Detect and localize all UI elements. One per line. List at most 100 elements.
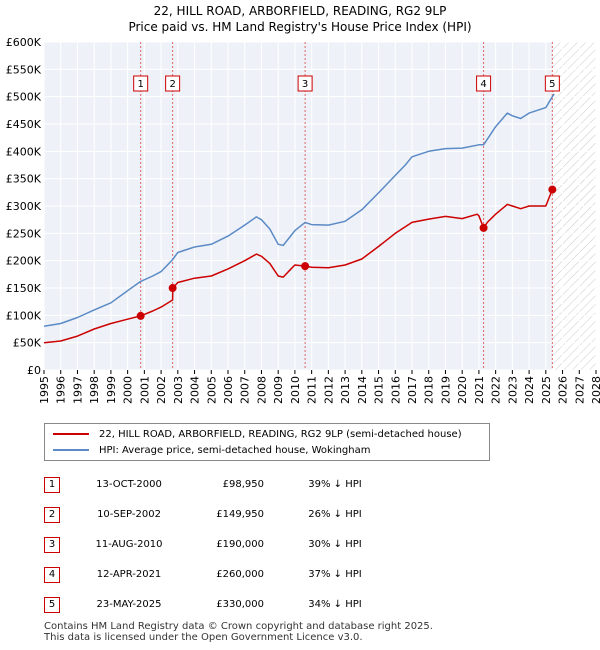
x-tick-label: 2006 <box>222 376 235 404</box>
x-tick-label: 2021 <box>473 376 486 404</box>
legend-item-hpi: HPI: Average price, semi-detached house,… <box>53 443 370 459</box>
sale-number-badge: 4 <box>44 567 60 583</box>
x-tick-label: 2004 <box>189 376 202 404</box>
x-tick-label: 2016 <box>389 376 402 404</box>
sale-price: £330,000 <box>216 599 264 610</box>
sale-label-box-5 <box>544 75 560 92</box>
x-tick-label: 2013 <box>339 376 352 404</box>
y-tick-label: £200K <box>6 255 42 268</box>
y-tick-label: £100K <box>6 309 42 322</box>
sale-hpi-diff: 34% ↓ HPI <box>308 599 362 610</box>
table-row: 2 10-SEP-2002 £149,950 26% ↓ HPI <box>44 507 464 523</box>
sale-point-5 <box>548 185 557 194</box>
x-tick-label: 2015 <box>373 376 386 404</box>
sale-price: £149,950 <box>216 509 264 520</box>
table-row: 3 11-AUG-2010 £190,000 30% ↓ HPI <box>44 537 464 553</box>
sale-hpi-diff: 39% ↓ HPI <box>308 479 362 490</box>
x-tick-label: 1997 <box>71 376 84 404</box>
sale-date: 23-MAY-2025 <box>96 599 162 610</box>
x-tick-label: 2027 <box>573 376 586 404</box>
legend-label-property: 22, HILL ROAD, ARBORFIELD, READING, RG2 … <box>99 429 462 440</box>
x-tick-label: 2008 <box>255 376 268 404</box>
x-tick-label: 1996 <box>55 376 68 404</box>
sale-label-box-4 <box>476 75 492 92</box>
sale-label-1: 1 <box>137 79 143 90</box>
y-tick-label: £250K <box>6 227 42 240</box>
sale-point-4 <box>479 223 488 232</box>
sale-hpi-diff: 30% ↓ HPI <box>308 539 362 550</box>
x-tick-label: 2009 <box>272 376 285 404</box>
x-tick-label: 2023 <box>506 376 519 404</box>
x-tick-label: 2003 <box>172 376 185 404</box>
sale-label-2: 2 <box>169 79 175 90</box>
x-tick-label: 2026 <box>557 376 570 404</box>
sale-hpi-diff: 26% ↓ HPI <box>308 509 362 520</box>
x-tick-label: 2002 <box>155 376 168 404</box>
legend-swatch-property <box>53 433 89 435</box>
chart-subtitle: Price paid vs. HM Land Registry's House … <box>128 20 471 34</box>
table-row: 1 13-OCT-2000 £98,950 39% ↓ HPI <box>44 477 464 493</box>
sale-number-badge: 2 <box>44 507 60 523</box>
footer-licence: This data is licensed under the Open Gov… <box>44 632 363 643</box>
x-tick-label: 2005 <box>205 376 218 404</box>
x-tick-label: 2025 <box>540 376 553 404</box>
y-tick-label: £600K <box>6 36 42 49</box>
sale-number-badge: 3 <box>44 537 60 553</box>
y-tick-label: £50K <box>13 337 42 350</box>
x-tick-label: 2022 <box>490 376 503 404</box>
x-tick-label: 2011 <box>306 376 319 404</box>
x-tick-label: 2028 <box>590 376 600 404</box>
sale-point-3 <box>301 262 310 271</box>
y-tick-label: £500K <box>6 91 42 104</box>
sale-date: 11-AUG-2010 <box>95 539 163 550</box>
sale-label-box-3 <box>297 75 313 92</box>
table-row: 4 12-APR-2021 £260,000 37% ↓ HPI <box>44 567 464 583</box>
table-row: 5 23-MAY-2025 £330,000 34% ↓ HPI <box>44 597 464 613</box>
sale-label-3: 3 <box>302 79 308 90</box>
sale-label-box-2 <box>165 75 181 92</box>
sale-date: 13-OCT-2000 <box>96 479 162 490</box>
chart-title: 22, HILL ROAD, ARBORFIELD, READING, RG2 … <box>154 4 447 18</box>
x-tick-label: 2014 <box>356 376 369 404</box>
y-tick-label: £150K <box>6 282 42 295</box>
sale-number-badge: 1 <box>44 477 60 493</box>
sale-label-4: 4 <box>480 79 486 90</box>
y-tick-label: £450K <box>6 118 42 131</box>
y-tick-label: £350K <box>6 173 42 186</box>
legend-label-hpi: HPI: Average price, semi-detached house,… <box>99 445 371 456</box>
sale-label-5: 5 <box>549 79 555 90</box>
x-tick-label: 2012 <box>322 376 335 404</box>
y-tick-label: £300K <box>6 200 42 213</box>
sale-date: 12-APR-2021 <box>96 569 162 580</box>
sale-price: £260,000 <box>216 569 264 580</box>
x-tick-label: 2000 <box>122 376 135 404</box>
x-tick-label: 1998 <box>88 376 101 404</box>
price-chart: 22, HILL ROAD, ARBORFIELD, READING, RG2 … <box>6 4 600 404</box>
x-tick-label: 2020 <box>456 376 469 404</box>
y-tick-label: £400K <box>6 145 42 158</box>
x-tick-label: 2010 <box>289 376 302 404</box>
sale-date: 10-SEP-2002 <box>97 509 161 520</box>
x-tick-label: 2019 <box>439 376 452 404</box>
y-tick-label: £0 <box>27 364 41 377</box>
x-tick-label: 2018 <box>423 376 436 404</box>
sale-hpi-diff: 37% ↓ HPI <box>308 569 362 580</box>
sale-label-box-1 <box>133 75 149 92</box>
y-tick-label: £550K <box>6 63 42 76</box>
sale-point-1 <box>136 311 145 320</box>
x-tick-label: 2001 <box>138 376 151 404</box>
sale-price: £190,000 <box>216 539 264 550</box>
footer-copyright: Contains HM Land Registry data © Crown c… <box>44 621 433 632</box>
sale-number-badge: 5 <box>44 597 60 613</box>
footer: Contains HM Land Registry data © Crown c… <box>44 621 433 643</box>
x-tick-label: 2007 <box>239 376 252 404</box>
sale-price: £98,950 <box>222 479 264 490</box>
legend-swatch-hpi <box>53 449 89 451</box>
x-tick-label: 2024 <box>523 376 536 404</box>
legend-item-property: 22, HILL ROAD, ARBORFIELD, READING, RG2 … <box>53 427 462 443</box>
x-tick-label: 2017 <box>406 376 419 404</box>
x-tick-label: 1999 <box>105 376 118 404</box>
x-tick-label: 1995 <box>38 376 51 404</box>
hpi-series-line <box>43 93 555 328</box>
chart-legend: 22, HILL ROAD, ARBORFIELD, READING, RG2 … <box>44 423 490 461</box>
